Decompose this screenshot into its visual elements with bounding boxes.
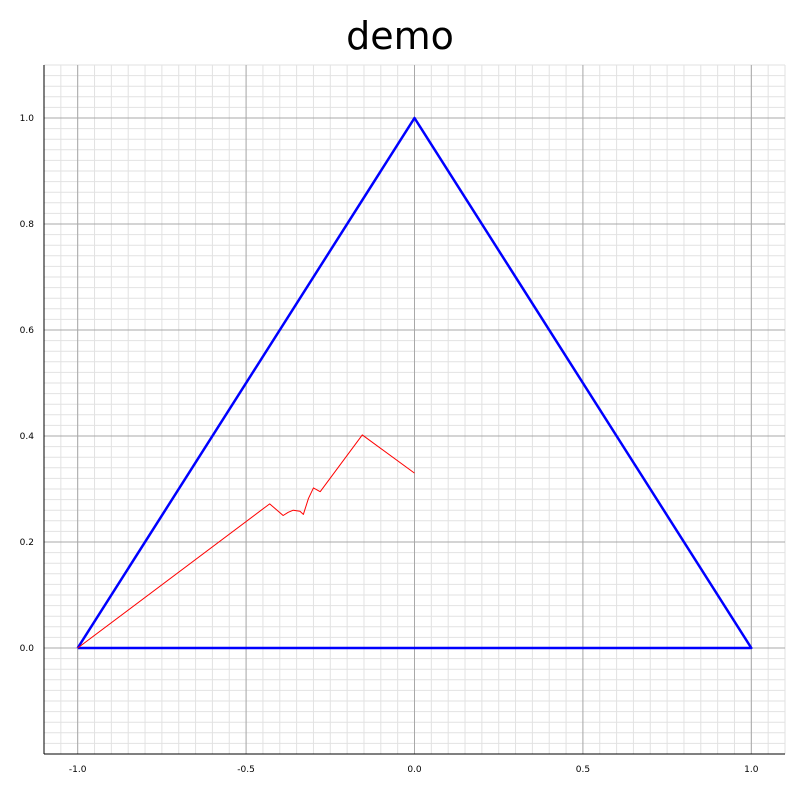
series-layer — [76, 116, 753, 650]
y-tick-label: 0.6 — [20, 326, 35, 336]
y-tick-label: 0.8 — [20, 220, 35, 230]
x-tick-label: -0.5 — [237, 765, 255, 775]
series-line-0 — [76, 116, 753, 650]
x-tick-label: 0.0 — [407, 765, 422, 775]
y-tick-label: 0.4 — [20, 432, 35, 442]
y-tick-label: 1.0 — [20, 114, 35, 124]
y-tick-label: 0.0 — [20, 644, 35, 654]
series-line-1 — [77, 434, 415, 649]
axes — [43, 65, 785, 755]
y-tick-label: 0.2 — [20, 538, 34, 548]
tick-labels: -1.0 -0.5 0.0 0.5 1.0 0.0 0.2 0.4 0.6 0.8 1.0 — [20, 114, 759, 775]
chart-title: demo — [346, 14, 454, 58]
major-grid — [44, 65, 785, 754]
x-tick-label: -1.0 — [69, 765, 87, 775]
x-tick-label: 0.5 — [576, 765, 590, 775]
x-tick-label: 1.0 — [744, 765, 759, 775]
